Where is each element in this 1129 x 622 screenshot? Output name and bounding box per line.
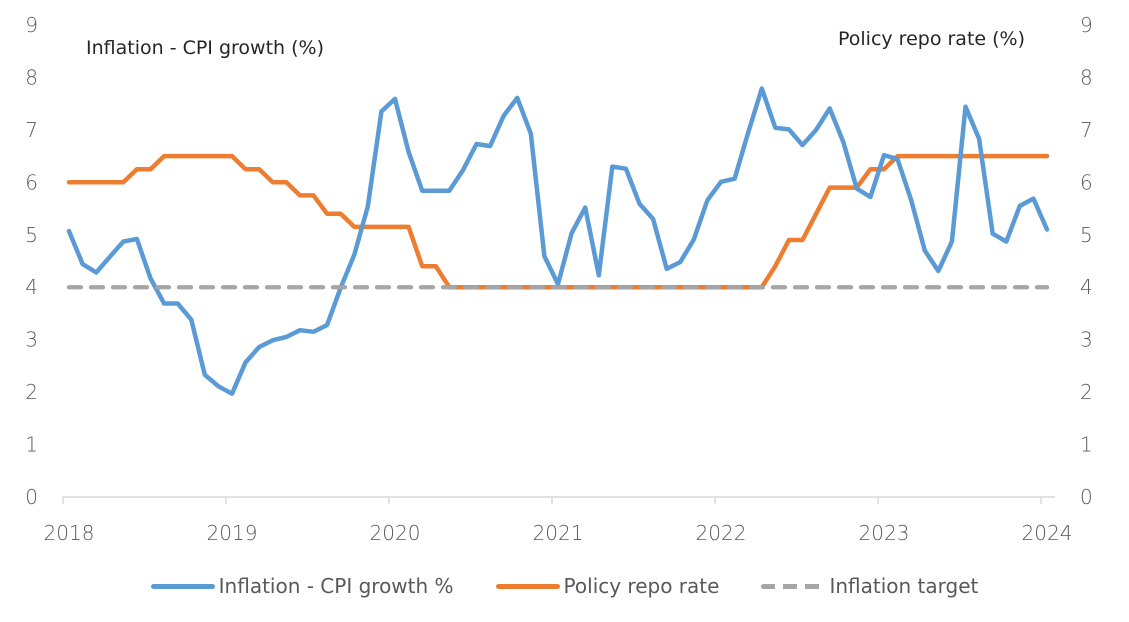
y-right-tick-label: 5 xyxy=(1080,223,1093,247)
y-right-tick-label: 3 xyxy=(1080,328,1093,352)
left-y-axis: 0 1 2 3 4 5 6 7 8 9 xyxy=(25,13,38,509)
y-left-tick-label: 2 xyxy=(25,380,38,404)
legend-label-cpi: Inflation - CPI growth % xyxy=(218,574,454,598)
legend-label-repo: Policy repo rate xyxy=(563,574,720,598)
y-left-tick-label: 6 xyxy=(25,170,38,194)
series-line-cpi xyxy=(66,86,1050,396)
y-left-tick-label: 5 xyxy=(25,223,38,247)
y-right-tick-label: 2 xyxy=(1080,380,1093,404)
y-right-tick-label: 6 xyxy=(1080,170,1093,194)
series-layer xyxy=(66,86,1050,396)
y-left-tick-label: 8 xyxy=(25,65,38,89)
y-right-tick-label: 9 xyxy=(1080,13,1093,37)
y-left-tick-label: 4 xyxy=(25,275,38,299)
x-tick-label: 2018 xyxy=(44,521,95,545)
legend-swatch-cpi xyxy=(150,583,215,589)
y-left-tick-label: 9 xyxy=(25,13,38,37)
legend-item-repo: Policy repo rate xyxy=(495,574,720,598)
y-left-tick-label: 3 xyxy=(25,328,38,352)
x-tick-label: 2019 xyxy=(207,521,258,545)
legend-item-cpi: Inflation - CPI growth % xyxy=(150,574,454,598)
x-tick-label: 2024 xyxy=(1022,521,1073,545)
y-left-tick-label: 7 xyxy=(25,118,38,142)
legend-item-target: Inflation target xyxy=(761,574,978,598)
y-right-tick-label: 0 xyxy=(1080,485,1093,509)
y-left-tick-label: 1 xyxy=(25,433,38,457)
legend-swatch-repo xyxy=(495,583,560,589)
right-y-axis: 0 1 2 3 4 5 6 7 8 9 xyxy=(1080,13,1093,509)
x-tick-label: 2020 xyxy=(370,521,421,545)
y-right-tick-label: 4 xyxy=(1080,275,1093,299)
x-tick-label: 2023 xyxy=(859,521,910,545)
y-right-tick-label: 1 xyxy=(1080,433,1093,457)
y-left-tick-label: 0 xyxy=(25,485,38,509)
legend-swatch-target xyxy=(761,583,826,589)
y-right-tick-label: 8 xyxy=(1080,65,1093,89)
legend: Inflation - CPI growth % Policy repo rat… xyxy=(0,574,1129,598)
x-tick-label: 2021 xyxy=(533,521,584,545)
series-line-repo-rate xyxy=(66,153,1050,290)
x-tick-label: 2022 xyxy=(696,521,747,545)
left-axis-title: Inflation - CPI growth (%) xyxy=(86,37,324,59)
x-axis: 2018 2019 2020 2021 2022 2023 2024 xyxy=(44,496,1073,545)
right-axis-title: Policy repo rate (%) xyxy=(838,28,1025,50)
legend-label-target: Inflation target xyxy=(829,574,979,598)
y-right-tick-label: 7 xyxy=(1080,118,1093,142)
